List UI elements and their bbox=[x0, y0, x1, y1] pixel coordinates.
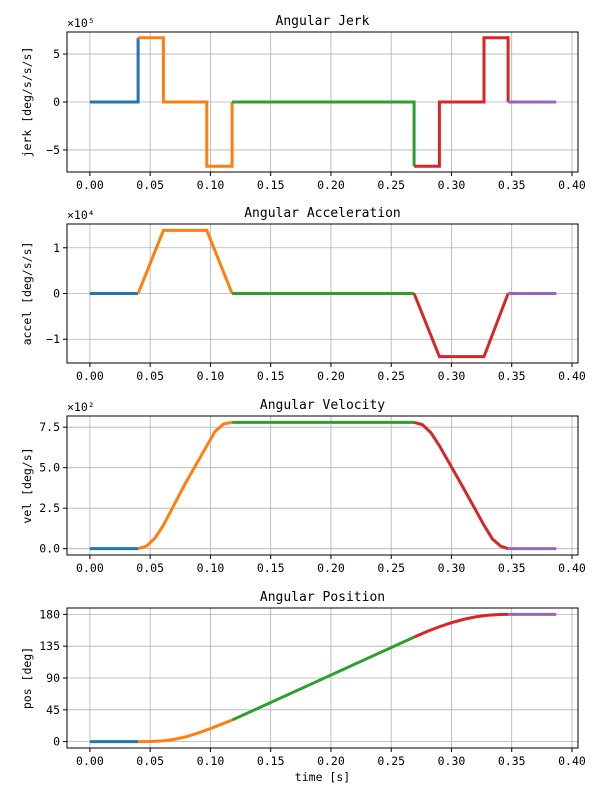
panel-3: 0.00 0.05 0.10 0.15 0.20 0.25 0.30 0.35 0.40 0.0 2… bbox=[20, 398, 586, 575]
y-tick-label: 2.5 bbox=[39, 501, 60, 515]
y-axis-label: pos [deg] bbox=[20, 647, 34, 709]
x-tick-label: 0.10 bbox=[197, 561, 225, 575]
x-tick-label: 0.25 bbox=[377, 369, 405, 383]
x-tick-label: 0.35 bbox=[498, 754, 526, 768]
grid bbox=[67, 416, 578, 555]
y-tick-label: 0.0 bbox=[39, 542, 60, 556]
y-tick-label: 0 bbox=[53, 95, 60, 109]
y-offset-text: ×10² bbox=[67, 400, 95, 414]
x-tick-label: 0.00 bbox=[76, 369, 104, 383]
x-tick-label: 0.30 bbox=[438, 178, 466, 192]
y-tick-label: 0 bbox=[53, 735, 60, 749]
y-tick-label: 45 bbox=[46, 703, 60, 717]
y-tick-label: 135 bbox=[39, 639, 60, 653]
series-line-3 bbox=[231, 635, 415, 722]
x-tick-label: 0.20 bbox=[317, 754, 345, 768]
chart-title: Angular Jerk bbox=[276, 14, 370, 29]
series-line-1 bbox=[89, 37, 140, 104]
x-tick-label: 0.05 bbox=[136, 369, 164, 383]
x-tick-label: 0.05 bbox=[136, 561, 164, 575]
y-offset-text: ×10⁴ bbox=[67, 208, 95, 222]
x-tick-label: 0.15 bbox=[257, 178, 285, 192]
x-tick-label: 0.15 bbox=[257, 369, 285, 383]
panel-4: 0.00 0.05 0.10 0.15 0.20 0.25 0.30 0.35 0.40 0 45 9… bbox=[20, 590, 586, 784]
x-tick-label: 0.30 bbox=[438, 369, 466, 383]
y-tick-label: −5 bbox=[46, 143, 60, 157]
x-tick-label: 0.05 bbox=[136, 754, 164, 768]
x-tick-label: 0.35 bbox=[498, 369, 526, 383]
y-axis-label: jerk [deg/s/s/s] bbox=[20, 47, 34, 158]
x-tick-label: 0.35 bbox=[498, 178, 526, 192]
panel-1: 0.00 0.05 0.10 0.15 0.20 0.25 0.30 0.35 0.40 −5 0 5… bbox=[20, 14, 586, 192]
x-tick-label: 0.25 bbox=[377, 754, 405, 768]
x-tick-label: 0.30 bbox=[438, 561, 466, 575]
x-tick-label: 0.35 bbox=[498, 561, 526, 575]
x-tick-label: 0.40 bbox=[558, 561, 586, 575]
x-tick-label: 0.20 bbox=[317, 561, 345, 575]
x-tick-label: 0.20 bbox=[317, 178, 345, 192]
x-tick-label: 0.20 bbox=[317, 369, 345, 383]
y-tick-label: 90 bbox=[46, 671, 60, 685]
x-tick-label: 0.10 bbox=[197, 178, 225, 192]
x-tick-label: 0.00 bbox=[76, 178, 104, 192]
series-line-2 bbox=[138, 718, 233, 744]
series-line-4 bbox=[413, 420, 509, 551]
x-tick-label: 0.25 bbox=[377, 561, 405, 575]
y-axis-label: vel [deg/s] bbox=[20, 447, 34, 523]
x-tick-label: 0.10 bbox=[197, 369, 225, 383]
x-tick-label: 0.25 bbox=[377, 178, 405, 192]
plot-frame bbox=[66, 415, 579, 556]
y-tick-label: −1 bbox=[46, 332, 60, 346]
y-tick-label: 180 bbox=[39, 607, 60, 621]
y-tick-label: 0 bbox=[53, 287, 60, 301]
series-line-2 bbox=[136, 228, 234, 295]
y-axis-label: accel [deg/s/s] bbox=[20, 242, 34, 346]
x-tick-label: 0.00 bbox=[76, 561, 104, 575]
panel-2: 0.00 0.05 0.10 0.15 0.20 0.25 0.30 0.35 0.40 −1 0 1… bbox=[20, 206, 586, 383]
x-axis-label: time [s] bbox=[295, 770, 350, 784]
x-tick-label: 0.00 bbox=[76, 754, 104, 768]
series-line-2 bbox=[138, 36, 234, 168]
series-line-3 bbox=[232, 100, 416, 167]
x-tick-label: 0.15 bbox=[257, 754, 285, 768]
chart-title: Angular Acceleration bbox=[244, 206, 401, 221]
x-tick-label: 0.40 bbox=[558, 754, 586, 768]
series-line-2 bbox=[137, 420, 233, 551]
x-tick-label: 0.40 bbox=[558, 369, 586, 383]
series-line-4 bbox=[412, 292, 510, 359]
x-tick-label: 0.40 bbox=[558, 178, 586, 192]
y-tick-label: 5 bbox=[53, 47, 60, 61]
y-tick-label: 1 bbox=[53, 241, 60, 255]
x-tick-label: 0.05 bbox=[136, 178, 164, 192]
x-tick-label: 0.15 bbox=[257, 561, 285, 575]
series-line-4 bbox=[413, 612, 509, 639]
y-tick-label: 5.0 bbox=[39, 461, 60, 475]
chart-title: Angular Velocity bbox=[260, 398, 385, 413]
x-tick-label: 0.30 bbox=[438, 754, 466, 768]
y-offset-text: ×10⁵ bbox=[67, 16, 95, 30]
x-tick-label: 0.10 bbox=[197, 754, 225, 768]
chart-title: Angular Position bbox=[260, 590, 385, 605]
series-line-4 bbox=[414, 36, 510, 168]
y-tick-label: 7.5 bbox=[39, 420, 60, 434]
